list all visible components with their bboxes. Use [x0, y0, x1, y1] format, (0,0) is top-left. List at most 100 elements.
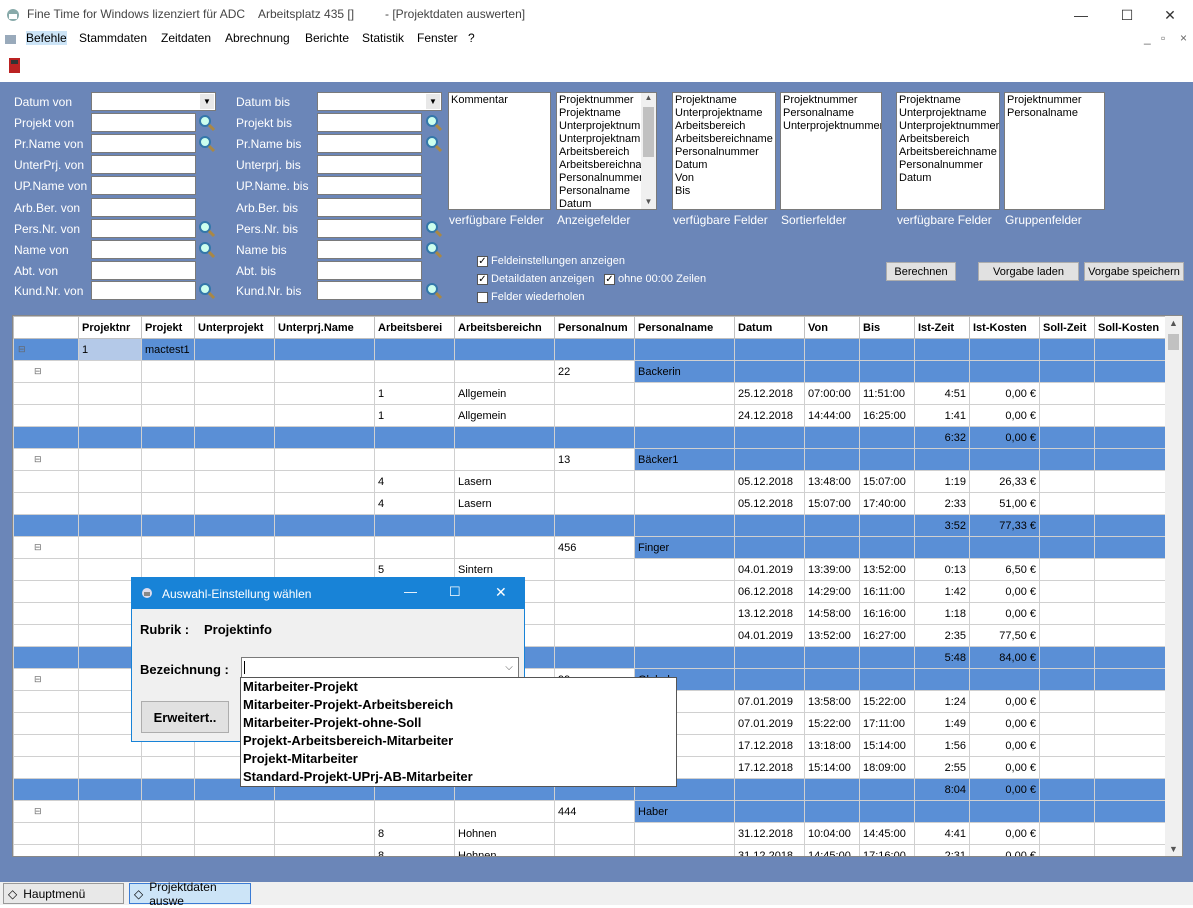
tree-collapse-icon[interactable]: ⊟ [13, 338, 79, 361]
column-header[interactable]: Projekt [141, 316, 195, 339]
dropdown-option[interactable]: Projekt-Arbeitsbereich-Mitarbeiter [243, 733, 454, 748]
table-row[interactable]: 1 Allgemein 24.12.2018 14:44:00 16:25:00 1:41… [13, 404, 1168, 427]
filter-input-von-9[interactable] [91, 281, 196, 300]
filter-input-von-5[interactable] [91, 198, 196, 217]
table-row[interactable]: 1 Allgemein 25.12.2018 07:00:00 11:51:00 4:51… [13, 382, 1168, 405]
filter-input-bis-1[interactable] [317, 113, 422, 132]
list-item[interactable]: Arbeitsbereich [675, 120, 746, 132]
mdi-close-icon[interactable]: × [1180, 31, 1188, 45]
dropdown-arrow-icon[interactable]: ▼ [426, 94, 440, 109]
column-header[interactable]: Ist-Kosten [969, 316, 1040, 339]
lookup-search-icon[interactable] [424, 281, 444, 301]
sortierfelder-list[interactable]: Projektnummer Personalname Unterprojektnum… [780, 92, 882, 210]
table-row[interactable]: 8:04 0,00 € [13, 778, 1168, 801]
filter-input-bis-8[interactable] [317, 261, 422, 280]
scroll-thumb[interactable] [1168, 334, 1179, 350]
menu-zeitdaten[interactable]: Zeitdaten [161, 31, 212, 45]
list-item[interactable]: Unterprojektnummer [899, 120, 1000, 132]
filter-input-bis-2[interactable] [317, 134, 422, 153]
filter-input-von-4[interactable] [91, 176, 196, 195]
list-item[interactable]: Arbeitsbereichname [675, 133, 773, 145]
dropdown-arrow-icon[interactable]: ⌵ [505, 662, 513, 673]
list-item[interactable]: Datum [899, 172, 932, 184]
filter-input-von-1[interactable] [91, 113, 196, 132]
mdi-minimize-icon[interactable]: _ [1144, 31, 1151, 45]
verfuegbare-felder-gruppen-list[interactable]: Projektname Unterprojektname Unterprojektn… [896, 92, 1000, 210]
dropdown-option[interactable]: Projekt-Mitarbeiter [243, 751, 358, 766]
tree-collapse-icon[interactable]: ⊟ [13, 536, 79, 559]
table-row[interactable]: 3:52 77,33 € [13, 514, 1168, 537]
menu-statistik[interactable]: Statistik [362, 31, 405, 45]
anzeigefelder-scrollbar[interactable]: ▲ ▼ [641, 93, 656, 209]
lookup-search-icon[interactable] [197, 240, 217, 260]
bezeichnung-dropdown-list[interactable]: Mitarbeiter-Projekt Mitarbeiter-Projekt-A… [240, 677, 677, 787]
ohne-nullzeilen-checkbox[interactable]: ✓ ohne 00:00 Zeilen [604, 273, 706, 285]
filter-input-bis-6[interactable] [317, 219, 422, 238]
berechnen-button[interactable]: Berechnen [886, 262, 956, 281]
list-item[interactable]: Unterprojektname [899, 107, 987, 119]
menu-berichte[interactable]: Berichte [305, 31, 350, 45]
vorgabe-laden-button[interactable]: Vorgabe laden [978, 262, 1079, 281]
menu-help[interactable]: ? [468, 31, 475, 45]
lookup-search-icon[interactable] [197, 113, 217, 133]
list-item[interactable]: Unterprojektnam [559, 133, 641, 145]
column-header[interactable]: Von [804, 316, 860, 339]
scroll-up-icon[interactable]: ▲ [1169, 318, 1178, 328]
lookup-search-icon[interactable] [424, 240, 444, 260]
filter-input-von-8[interactable] [91, 261, 196, 280]
close-button[interactable]: ✕ [1164, 6, 1176, 23]
list-item[interactable]: Personalnummer [899, 159, 983, 171]
table-row[interactable]: ⊟ 456 Finger [13, 536, 1168, 559]
table-row[interactable]: ⊟ 22 Backerin [13, 360, 1168, 383]
dialog-minimize-button[interactable]: — [404, 584, 417, 599]
column-header[interactable]: Datum [734, 316, 805, 339]
list-item[interactable]: Von [675, 172, 694, 184]
filter-input-bis-0[interactable]: ▼ [317, 92, 442, 111]
column-header[interactable]: Soll-Zeit [1039, 316, 1095, 339]
tree-collapse-icon[interactable]: ⊟ [13, 360, 79, 383]
table-row[interactable]: ⊟ 13 Bäcker1 [13, 448, 1168, 471]
dropdown-option[interactable]: Mitarbeiter-Projekt [243, 679, 358, 694]
column-header[interactable]: Arbeitsberei [374, 316, 455, 339]
list-item[interactable]: Datum [559, 198, 592, 210]
list-item[interactable]: Projektnummer [783, 94, 858, 106]
dialog-maximize-button[interactable]: ☐ [449, 584, 461, 599]
list-item[interactable]: Arbeitsbereich [899, 133, 970, 145]
filter-input-bis-9[interactable] [317, 281, 422, 300]
lookup-search-icon[interactable] [424, 219, 444, 239]
list-item[interactable]: Projektname [899, 94, 961, 106]
lookup-search-icon[interactable] [424, 113, 444, 133]
scroll-down-icon[interactable]: ▼ [1169, 844, 1178, 854]
filter-input-von-0[interactable]: ▼ [91, 92, 216, 111]
tab-projektdaten[interactable]: ◇ Projektdaten auswe [129, 880, 251, 908]
table-row[interactable]: ⊟ 1 mactest1 [13, 338, 1168, 361]
filter-input-von-2[interactable] [91, 134, 196, 153]
lookup-search-icon[interactable] [197, 281, 217, 301]
lookup-search-icon[interactable] [197, 219, 217, 239]
column-header[interactable]: Soll-Kosten [1094, 316, 1168, 339]
minimize-button[interactable]: — [1074, 7, 1088, 23]
dropdown-arrow-icon[interactable]: ▼ [200, 94, 214, 109]
column-header[interactable]: Arbeitsbereichn [454, 316, 555, 339]
column-header[interactable]: Unterprojekt [194, 316, 275, 339]
table-row[interactable]: 8 Hohnen 31.12.2018 10:04:00 14:45:00 4:41 0,0… [13, 822, 1168, 845]
tree-collapse-icon[interactable]: ⊟ [13, 448, 79, 471]
list-item[interactable]: Unterprojektnummer [783, 120, 882, 132]
table-row[interactable]: 8 Hohnen 31.12.2018 14:45:00 17:16:00 2:31 0,0… [13, 844, 1168, 856]
list-item[interactable]: Datum [675, 159, 708, 171]
mdi-restore-icon[interactable]: ▫ [1161, 31, 1166, 45]
felder-wiederholen-checkbox[interactable]: Felder wiederholen [477, 291, 585, 303]
menu-befehle[interactable]: Befehle [26, 31, 67, 45]
table-row[interactable]: 6:32 0,00 € [13, 426, 1168, 449]
verfuegbare-felder-sort-list[interactable]: Projektname Unterprojektname Arbeitsbereic… [672, 92, 776, 210]
filter-input-bis-3[interactable] [317, 155, 422, 174]
dropdown-option[interactable]: Standard-Projekt-UPrj-AB-Mitarbeiter [243, 769, 473, 784]
table-row[interactable]: ⊟ 444 Haber [13, 800, 1168, 823]
exit-door-icon[interactable] [8, 57, 21, 74]
column-header[interactable]: Personalname [634, 316, 735, 339]
list-item[interactable]: Personalnummer [559, 172, 643, 184]
filter-input-bis-4[interactable] [317, 176, 422, 195]
gruppenfelder-list[interactable]: Projektnummer Personalname [1004, 92, 1105, 210]
tree-collapse-icon[interactable]: ⊟ [13, 800, 79, 823]
list-item[interactable]: Projektnummer [559, 94, 634, 106]
